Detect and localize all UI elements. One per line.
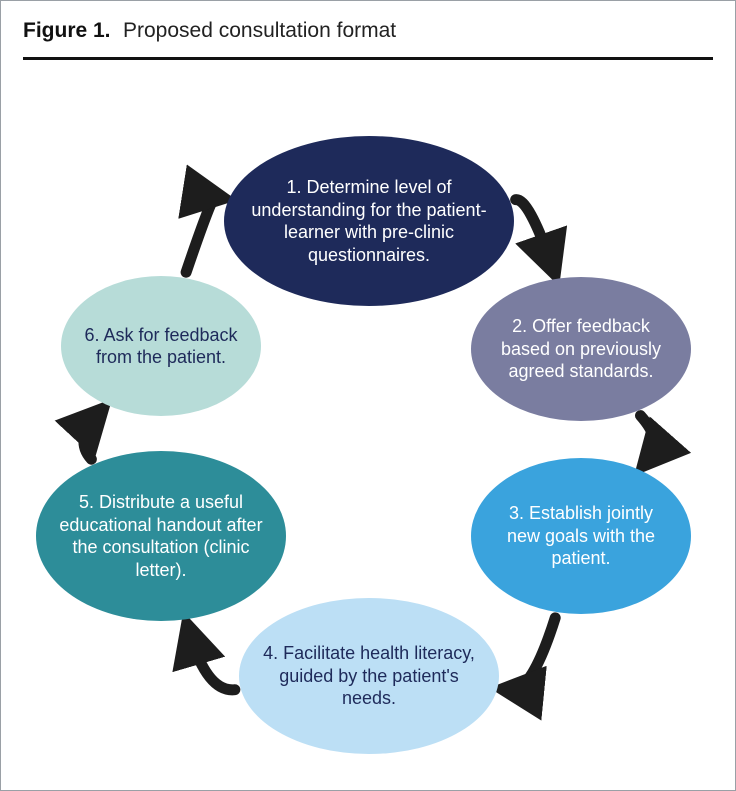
cycle-arrow (84, 415, 97, 459)
figure-frame: Figure 1. Proposed consultation format 1… (0, 0, 736, 791)
cycle-arrow (641, 416, 655, 460)
figure-title-bar: Figure 1. Proposed consultation format (1, 1, 735, 57)
diagram-canvas: 1. Determine level of understanding for … (1, 81, 736, 781)
cycle-node-label: 2. Offer feedback based on previously ag… (491, 315, 671, 383)
cycle-node-label: 5. Distribute a useful educational hando… (56, 491, 266, 581)
cycle-node: 4. Facilitate health literacy, guided by… (239, 598, 499, 754)
cycle-node-label: 1. Determine level of understanding for … (244, 176, 494, 266)
cycle-arrow (511, 618, 555, 690)
figure-label: Figure 1. (23, 19, 111, 42)
cycle-node: 5. Distribute a useful educational hando… (36, 451, 286, 621)
cycle-arrow (189, 633, 234, 690)
cycle-node: 2. Offer feedback based on previously ag… (471, 277, 691, 421)
cycle-node-label: 3. Establish jointly new goals with the … (491, 502, 671, 570)
cycle-node: 3. Establish jointly new goals with the … (471, 458, 691, 614)
figure-title: Proposed consultation format (123, 19, 396, 42)
cycle-node-label: 4. Facilitate health literacy, guided by… (259, 642, 479, 710)
cycle-node: 6. Ask for feedback from the patient. (61, 276, 261, 416)
cycle-arrow (516, 200, 552, 266)
cycle-node-label: 6. Ask for feedback from the patient. (81, 324, 241, 369)
cycle-node: 1. Determine level of understanding for … (224, 136, 514, 306)
figure-rule (23, 57, 713, 60)
cycle-arrow (186, 197, 215, 272)
